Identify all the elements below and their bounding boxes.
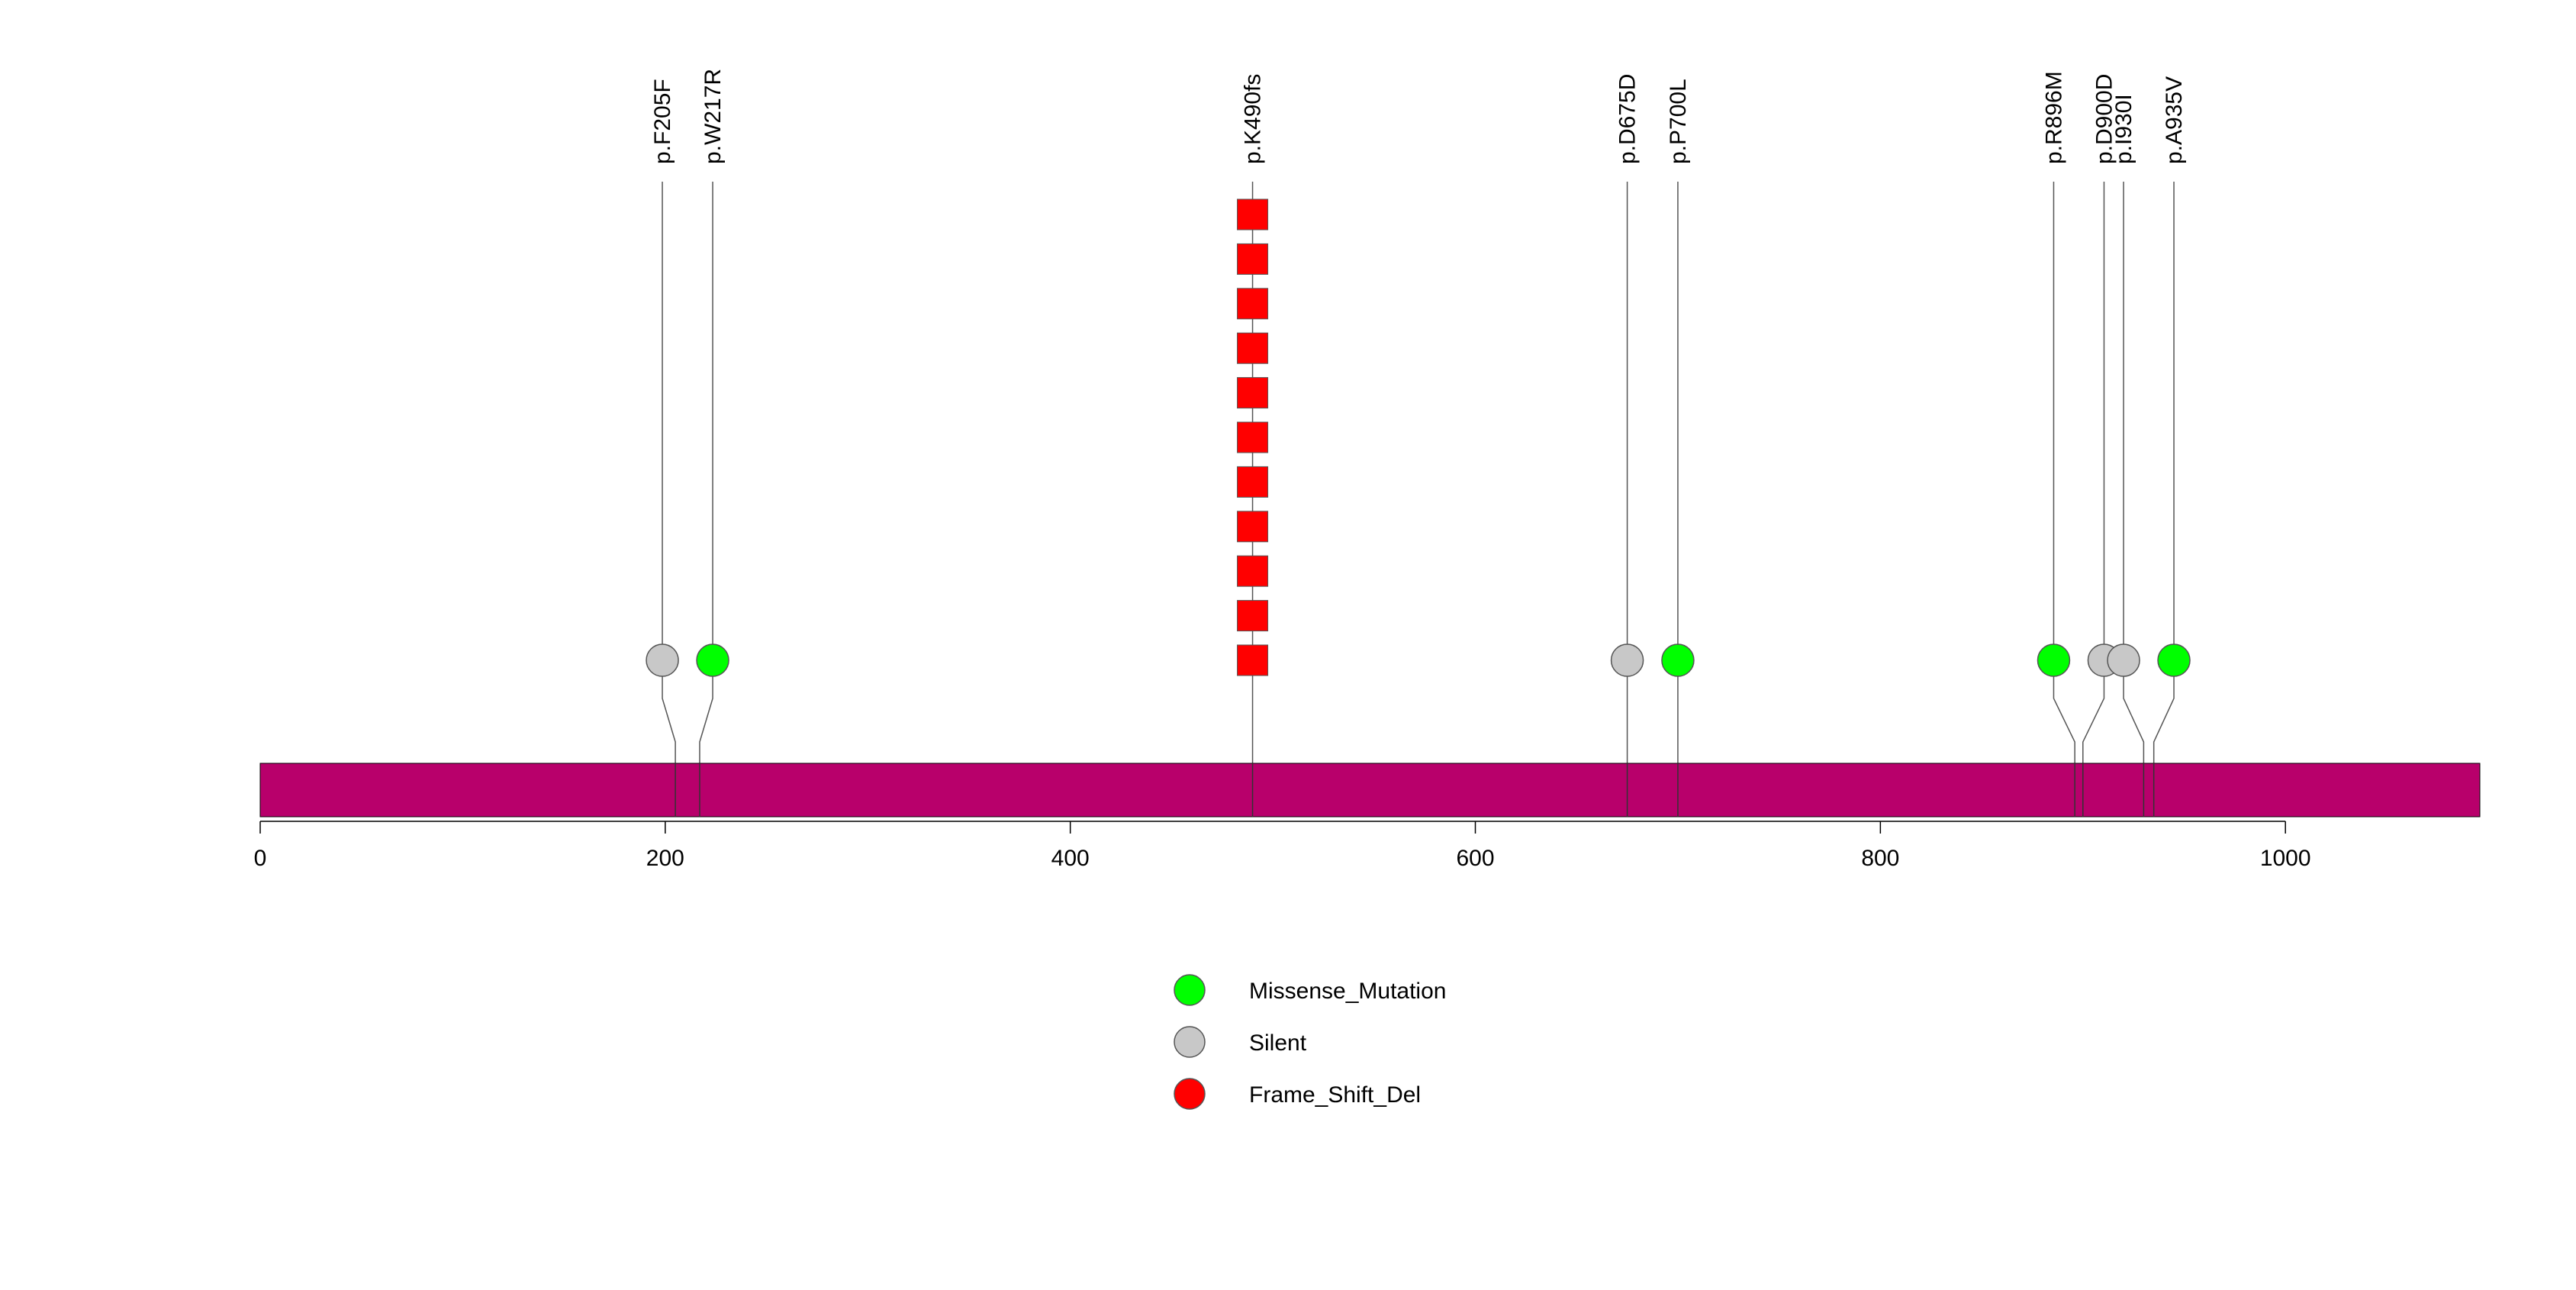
marker-p-w217r [696, 643, 729, 677]
legend-label-frame-shift-del: Frame_Shift_Del [1249, 1082, 1421, 1108]
tick-label-600: 600 [1456, 846, 1494, 871]
connector-p-f205f [662, 660, 676, 763]
mutation-label-p-i930i: p.I930I [2111, 94, 2136, 164]
mutation-labels: p.F205F p.W217R p.K490fs p.D675D p.P700L p.R8… [650, 69, 2187, 164]
marker-p-k490fs-2 [1237, 600, 1269, 632]
legend-marker-missense-mutation [1174, 974, 1206, 1006]
marker-p-k490fs-10 [1237, 243, 1269, 275]
mutation-label-p-d900d: p.D900D [2091, 74, 2117, 164]
protein-bar [259, 763, 2481, 818]
tick-label-200: 200 [646, 846, 684, 871]
mutation-label-p-p700l: p.P700L [1666, 79, 1691, 164]
marker-p-k490fs-8 [1237, 332, 1269, 364]
legend: Missense_Mutation Silent Frame_Shift_Del [1174, 974, 1446, 1110]
connector-p-w217r [699, 660, 713, 763]
legend-marker-frame-shift-del [1174, 1078, 1206, 1110]
marker-p-k490fs-4 [1237, 511, 1269, 543]
marker-p-a935v [2157, 643, 2191, 677]
marker-p-f205f [646, 643, 679, 677]
connector-p-a935v [2153, 660, 2175, 763]
marker-p-k490fs-6 [1237, 421, 1269, 453]
marker-p-r896m [2037, 643, 2071, 677]
marker-p-k490fs-9 [1237, 288, 1269, 320]
marker-p-k490fs-7 [1237, 377, 1269, 409]
mutation-label-p-r896m: p.R896M [2041, 71, 2066, 164]
connector-p-i930i [2123, 660, 2145, 763]
x-axis: 0 200 400 600 800 1000 [254, 821, 2311, 871]
marker-p-p700l [1661, 643, 1695, 677]
mutation-label-p-w217r: p.W217R [700, 69, 726, 164]
mutation-label-p-a935v: p.A935V [2162, 76, 2187, 164]
connector-p-r896m [2053, 660, 2075, 763]
mutation-label-p-d675d: p.D675D [1615, 74, 1641, 164]
connector-p-d900d [2082, 660, 2105, 763]
marker-p-k490fs-5 [1237, 466, 1269, 498]
legend-label-missense-mutation: Missense_Mutation [1249, 979, 1446, 1004]
mutation-label-p-f205f: p.F205F [650, 79, 675, 164]
tick-label-800: 800 [1861, 846, 1899, 871]
marker-p-k490fs-11 [1237, 198, 1269, 231]
mutation-label-p-k490fs: p.K490fs [1241, 74, 1266, 164]
legend-label-silent: Silent [1249, 1030, 1307, 1056]
tick-label-1000: 1000 [2260, 846, 2311, 871]
marker-p-k490fs-1 [1237, 644, 1269, 676]
tick-label-0: 0 [254, 846, 267, 871]
tick-label-400: 400 [1051, 846, 1090, 871]
legend-marker-silent [1174, 1026, 1206, 1058]
marker-p-d675d [1610, 643, 1644, 677]
marker-p-k490fs-3 [1237, 555, 1269, 587]
stems-layer [662, 182, 2175, 763]
marker-p-i930i [2107, 643, 2140, 677]
markers-layer [646, 198, 2191, 677]
bar-position-lines [675, 763, 2155, 817]
